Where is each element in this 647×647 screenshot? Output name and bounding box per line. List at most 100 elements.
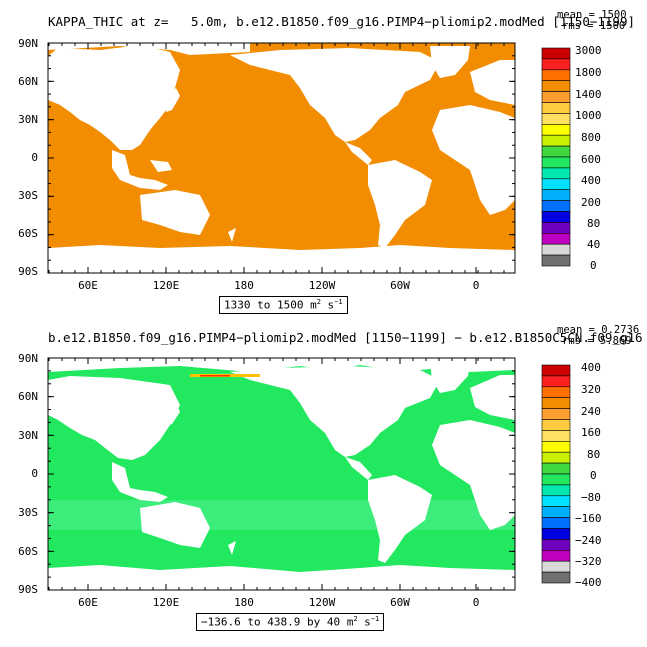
bottom-lon-label-60w: 60W bbox=[390, 596, 410, 609]
colorbar-box-1 bbox=[541, 58, 571, 71]
colorbar-box-18 bbox=[541, 243, 571, 256]
top-range-box: 1330 to 1500 m2 s−1 bbox=[219, 296, 348, 314]
colorbar-box-4 bbox=[541, 91, 571, 103]
bottom-cbar-label-1: 320 bbox=[581, 383, 601, 396]
colorbar-box-12 bbox=[541, 495, 571, 507]
top-rms-stat: rms = 1500 bbox=[562, 20, 626, 32]
bottom-mean-stat: mean = 0.2736 bbox=[557, 324, 640, 336]
bottom-cbar-label-9: −320 bbox=[575, 555, 602, 568]
colorbar-box-17 bbox=[541, 233, 571, 245]
colorbar-box-0 bbox=[541, 364, 571, 377]
bottom-range-tail: s bbox=[357, 615, 371, 629]
bottom-colorbar bbox=[541, 364, 571, 584]
top-lon-label-60e: 60E bbox=[78, 279, 98, 292]
top-lon-label-120w: 120W bbox=[308, 279, 336, 292]
colorbar-box-13 bbox=[541, 189, 571, 201]
top-lon-label-60w: 60W bbox=[390, 279, 410, 292]
top-lat-label-90s: 90S bbox=[18, 265, 38, 278]
colorbar-box-0 bbox=[541, 47, 571, 60]
bottom-cbar-label-2: 240 bbox=[581, 405, 601, 418]
colorbar-box-2 bbox=[541, 69, 571, 82]
top-map-title: KAPPA_THIC at z= 5.0m, b.e12.B1850.f09_g… bbox=[48, 14, 635, 29]
top-cbar-label-6: 400 bbox=[581, 174, 601, 187]
top-cbar-label-8: 80 bbox=[587, 217, 601, 230]
bottom-cbar-label-3: 160 bbox=[581, 426, 601, 439]
colorbar-box-17 bbox=[541, 549, 571, 562]
colorbar-box-15 bbox=[541, 528, 571, 540]
colorbar-box-10 bbox=[541, 473, 571, 486]
top-range-exp: 2 bbox=[316, 298, 321, 306]
bottom-lon-label-60e: 60E bbox=[78, 596, 98, 609]
colorbar-box-5 bbox=[541, 102, 571, 114]
bottom-lat-label-30n: 30N bbox=[18, 429, 38, 442]
top-lon-label-180: 180 bbox=[234, 279, 254, 292]
colorbar-box-9 bbox=[541, 462, 571, 475]
top-cbar-label-7: 200 bbox=[581, 196, 601, 209]
bottom-range-text: −136.6 to 438.9 by 40 m bbox=[201, 615, 354, 629]
top-cbar-label-4: 800 bbox=[581, 131, 601, 144]
colorbar-box-10 bbox=[541, 156, 571, 169]
top-cbar-label-3: 1000 bbox=[575, 109, 602, 122]
colorbar-box-19 bbox=[541, 571, 571, 584]
colorbar-box-5 bbox=[541, 419, 571, 431]
colorbar-box-16 bbox=[541, 539, 571, 551]
top-cbar-label-9: 40 bbox=[587, 238, 601, 251]
colorbar-box-2 bbox=[541, 386, 571, 398]
colorbar-box-12 bbox=[541, 178, 571, 191]
bottom-lat-label-eq: 0 bbox=[31, 467, 38, 480]
bottom-lat-label-90n: 90N bbox=[18, 352, 38, 365]
colorbar-box-19 bbox=[541, 254, 571, 267]
top-lat-label-60n: 60N bbox=[18, 75, 38, 88]
colorbar-box-6 bbox=[541, 113, 571, 125]
bottom-lat-label-60s: 60S bbox=[18, 545, 38, 558]
bottom-map-title: b.e12.B1850.f09_g16.PIMP4−pliomip2.modMe… bbox=[48, 330, 643, 345]
bottom-lat-label-30s: 30S bbox=[18, 506, 38, 519]
top-range-tail: s bbox=[320, 298, 335, 312]
bottom-range-box: −136.6 to 438.9 by 40 m2 s−1 bbox=[196, 613, 385, 631]
top-lat-label-90n: 90N bbox=[18, 37, 38, 50]
bottom-lon-label-120e: 120E bbox=[152, 596, 180, 609]
bottom-map-southern-speckle bbox=[48, 500, 515, 530]
bottom-cbar-label-5: 0 bbox=[590, 469, 597, 482]
colorbar-box-13 bbox=[541, 506, 571, 518]
top-cbar-label-5: 600 bbox=[581, 153, 601, 166]
bottom-rms-stat: rms = 5.869 bbox=[562, 335, 632, 347]
top-lon-label-120e: 120E bbox=[152, 279, 180, 292]
bottom-lat-label-60n: 60N bbox=[18, 390, 38, 403]
bottom-lon-label-0: 0 bbox=[472, 596, 480, 609]
bottom-cbar-label-8: −240 bbox=[575, 534, 602, 547]
top-cbar-label-2: 1400 bbox=[575, 88, 602, 101]
bottom-cbar-label-0: 400 bbox=[581, 361, 601, 374]
colorbar-box-11 bbox=[541, 167, 571, 180]
bottom-range-exp: 2 bbox=[353, 615, 358, 623]
bottom-cbar-label-7: −160 bbox=[575, 512, 602, 525]
colorbar-box-18 bbox=[541, 560, 571, 573]
colorbar-box-9 bbox=[541, 145, 571, 158]
bottom-map-land bbox=[48, 358, 515, 590]
colorbar-box-7 bbox=[541, 124, 571, 136]
top-map bbox=[47, 42, 516, 274]
top-lat-label-60s: 60S bbox=[18, 227, 38, 240]
bottom-lon-label-180: 180 bbox=[234, 596, 254, 609]
colorbar-box-1 bbox=[541, 375, 571, 388]
colorbar-box-8 bbox=[541, 451, 571, 464]
colorbar-box-6 bbox=[541, 430, 571, 442]
bottom-map bbox=[47, 357, 516, 591]
colorbar-box-8 bbox=[541, 134, 571, 147]
bottom-map-hot-anomaly bbox=[200, 375, 230, 377]
colorbar-box-7 bbox=[541, 440, 571, 453]
colorbar-box-3 bbox=[541, 80, 571, 92]
colorbar-box-14 bbox=[541, 200, 571, 212]
colorbar-box-16 bbox=[541, 222, 571, 234]
bottom-cbar-label-6: −80 bbox=[581, 491, 601, 504]
top-lat-label-30s: 30S bbox=[18, 189, 38, 202]
top-cbar-label-1: 1800 bbox=[575, 66, 602, 79]
colorbar-box-11 bbox=[541, 484, 571, 497]
top-lon-label-0: 0 bbox=[472, 279, 480, 292]
top-cbar-label-10: 0 bbox=[590, 259, 597, 272]
colorbar-box-14 bbox=[541, 517, 571, 529]
bottom-lon-label-120w: 120W bbox=[308, 596, 336, 609]
top-lat-label-eq: 0 bbox=[31, 151, 38, 164]
top-colorbar bbox=[541, 47, 571, 267]
